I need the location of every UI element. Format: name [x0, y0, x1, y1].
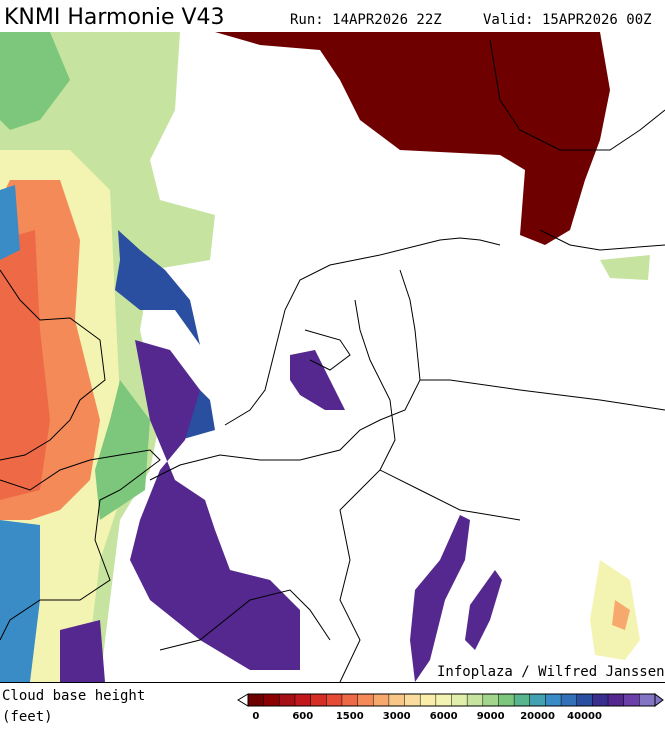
legend-unit: (feet)	[2, 709, 53, 725]
legend-swatch	[608, 694, 625, 706]
legend-swatch	[420, 694, 437, 706]
cloud-area	[290, 350, 345, 410]
colorbar: 0 600 1500 3000 6000 9000 20000 40000	[237, 693, 664, 722]
cloud-area	[115, 230, 200, 345]
legend-swatch	[294, 694, 312, 706]
legend-swatch	[435, 694, 452, 706]
valid-time: Valid: 15APR2026 00Z	[483, 12, 652, 28]
map-border	[0, 682, 665, 683]
legend-label: 600	[292, 711, 313, 722]
map	[0, 32, 665, 683]
coastlines	[0, 39, 665, 683]
cloud-area	[0, 230, 50, 500]
legend-swatch	[498, 694, 515, 706]
cloud-area	[215, 32, 610, 245]
cloud-area	[0, 520, 40, 682]
legend-swatch	[404, 694, 421, 706]
legend-swatch	[482, 694, 499, 706]
legend-label: 9000	[477, 711, 505, 722]
legend-swatch	[529, 694, 546, 706]
legend-swatch	[310, 694, 327, 706]
cloud-area	[600, 255, 650, 280]
legend-swatch	[592, 694, 609, 706]
run-time: Run: 14APR2026 22Z	[290, 12, 442, 28]
cloud-area	[410, 515, 470, 682]
legend-label: 3000	[383, 711, 411, 722]
cloud-area	[95, 380, 150, 520]
legend-swatch	[341, 694, 359, 706]
legend-swatch	[373, 694, 390, 706]
legend-swatch	[545, 694, 562, 706]
legend-swatch	[576, 694, 593, 706]
legend-swatch	[279, 694, 296, 706]
legend-swatch	[451, 694, 468, 706]
legend-swatch	[623, 694, 640, 706]
cloud-area	[465, 570, 502, 650]
credit: Infoplaza / Wilfred Janssen	[437, 664, 665, 680]
cloud-area	[60, 620, 105, 682]
cloud-area	[0, 185, 20, 260]
legend-swatch	[248, 694, 265, 706]
legend-swatch	[388, 694, 406, 706]
legend-arrow	[237, 693, 249, 707]
legend-label: 1500	[336, 711, 364, 722]
legend-swatch	[514, 694, 531, 706]
legend-title: Cloud base height	[2, 688, 145, 704]
legend-swatch	[467, 694, 484, 706]
legend-swatch	[357, 694, 374, 706]
legend-swatch	[639, 694, 656, 706]
legend-arrow	[654, 693, 664, 707]
legend-label: 20000	[520, 711, 555, 722]
cloud-area	[0, 32, 70, 130]
legend-swatch	[263, 694, 280, 706]
title: KNMI Harmonie V43	[4, 5, 225, 30]
legend-label: 0	[252, 711, 259, 722]
legend-label: 40000	[567, 711, 602, 722]
cloud-area	[612, 600, 630, 630]
legend-swatch	[326, 694, 343, 706]
cloud-area	[130, 340, 300, 670]
legend-label: 6000	[430, 711, 458, 722]
legend-swatch	[561, 694, 578, 706]
